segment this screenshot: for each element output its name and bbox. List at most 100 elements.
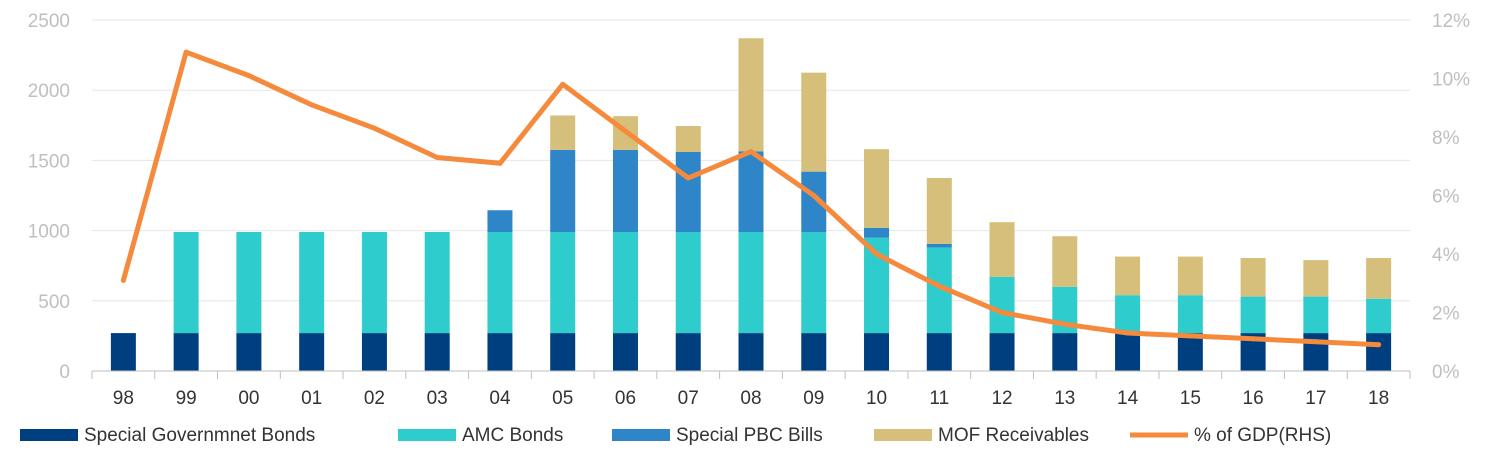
bar-segment (1177, 256, 1203, 296)
bar-segment (926, 243, 952, 248)
x-tick-label: 12 (991, 388, 1012, 409)
bar-segment (487, 232, 513, 334)
y-axis-left: 0 500 1000 1500 2000 2500 (28, 11, 70, 383)
y-left-tick-label: 500 (38, 292, 70, 313)
bar-segment (1366, 298, 1392, 334)
bar-segment (738, 38, 764, 152)
bar-segment (989, 222, 1015, 277)
line-point (999, 310, 1005, 315)
bar-segment (1240, 296, 1266, 334)
x-tick-label: 16 (1243, 388, 1264, 409)
line-point (497, 160, 503, 166)
bar-segment (1052, 236, 1078, 287)
line-point (371, 125, 377, 131)
bar-segment (1303, 296, 1329, 334)
bar-segment (675, 333, 701, 371)
bar-segment (487, 210, 513, 233)
line-point (685, 175, 691, 181)
line-point (560, 81, 566, 87)
x-tick-label: 06 (615, 388, 636, 409)
y-right-tick-label: 8% (1432, 128, 1460, 149)
bar-segment (612, 149, 638, 233)
bar-segment (1303, 333, 1329, 371)
bar-segment (612, 232, 638, 334)
line-point (1187, 333, 1193, 339)
bar-segment (550, 333, 576, 371)
bar-segment (675, 232, 701, 334)
x-tick-label: 03 (427, 388, 448, 409)
bar-segment (361, 232, 387, 334)
x-tick-label: 98 (113, 388, 134, 409)
bar-segment (612, 333, 638, 371)
bar-segment (550, 115, 576, 150)
line-point (1313, 339, 1319, 345)
legend-label: Special PBC Bills (676, 425, 823, 446)
x-tick-label: 01 (301, 388, 322, 409)
x-tick-label: 09 (803, 388, 824, 409)
bar-segment (299, 232, 325, 334)
bar-segment (1115, 256, 1141, 296)
bar-segment (173, 333, 199, 371)
line-point (309, 102, 315, 108)
y-right-tick-label: 4% (1432, 245, 1460, 266)
x-axis: 98 99 00 01 02 03 04 05 06 07 08 09 10 11 12 13 14 15 16 17… (91, 370, 1411, 409)
bar-segment (1303, 260, 1329, 297)
bar-segment (1052, 333, 1078, 371)
bar-segment (236, 232, 262, 334)
y-left-tick-label: 1000 (28, 222, 70, 243)
line-point (1062, 321, 1068, 327)
x-tick-label: 13 (1054, 388, 1075, 409)
line-point (874, 251, 880, 257)
x-tick-label: 07 (678, 388, 699, 409)
line-point (120, 277, 126, 283)
bar-segment (110, 333, 136, 371)
bar-segment (361, 333, 387, 371)
legend-label: % of GDP(RHS) (1194, 425, 1331, 446)
bar-segment (675, 151, 701, 233)
bar-segment (801, 72, 827, 172)
bar-segment (675, 126, 701, 152)
legend-label: AMC Bonds (462, 425, 563, 446)
bar-segment (989, 276, 1015, 334)
y-left-tick-label: 2500 (28, 11, 70, 32)
bar-segment (1366, 257, 1392, 299)
line-point (1250, 336, 1256, 342)
bar-segment (1366, 333, 1392, 371)
legend: Special Governmnet Bonds AMC Bonds Special… (20, 425, 1331, 446)
bar-segment (550, 232, 576, 334)
line-point (1125, 330, 1131, 336)
y-right-tick-label: 12% (1432, 11, 1470, 32)
gdp-line (120, 49, 1382, 348)
x-tick-label: 02 (364, 388, 385, 409)
bar-segment (738, 333, 764, 371)
y-left-tick-label: 1500 (28, 151, 70, 172)
y-right-tick-label: 0% (1432, 362, 1460, 383)
x-tick-label: 05 (552, 388, 573, 409)
y-right-tick-label: 2% (1432, 304, 1460, 325)
bar-segment (738, 232, 764, 334)
x-tick-label: 08 (740, 388, 761, 409)
bar-segment (864, 333, 890, 371)
bar-segment (550, 149, 576, 233)
y-axis-right: 0% 2% 4% 6% 8% 10% 12% (1432, 11, 1470, 383)
bar-segment (864, 227, 890, 238)
bar-segment (299, 333, 325, 371)
x-tick-label: 18 (1368, 388, 1389, 409)
x-tick-label: 14 (1117, 388, 1139, 409)
bar-segment (801, 333, 827, 371)
bar-segment (236, 333, 262, 371)
x-tick-label: 15 (1180, 388, 1201, 409)
line-point (811, 193, 817, 198)
bar-segment (1240, 257, 1266, 297)
bar-segment (926, 333, 952, 371)
line-point (183, 49, 189, 55)
bar-segment (424, 232, 450, 334)
bar-segment (864, 149, 890, 228)
legend-label: MOF Receivables (938, 425, 1089, 446)
legend-label: Special Governmnet Bonds (84, 425, 315, 446)
legend-swatch (874, 429, 932, 441)
x-tick-label: 10 (866, 388, 887, 409)
bar-segment (738, 151, 764, 233)
bar-segment (1177, 295, 1203, 334)
